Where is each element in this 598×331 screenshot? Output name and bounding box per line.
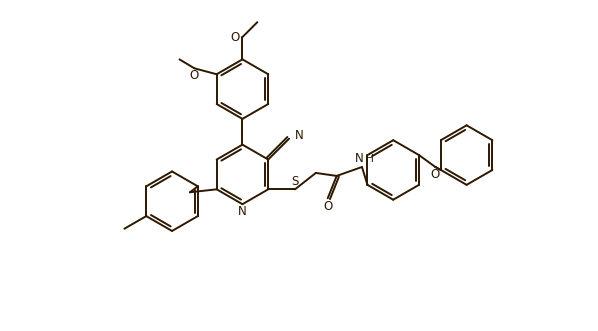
Text: N: N — [355, 152, 364, 165]
Text: O: O — [323, 200, 332, 213]
Text: O: O — [431, 168, 440, 181]
Text: S: S — [291, 175, 298, 188]
Text: H: H — [367, 154, 374, 164]
Text: O: O — [231, 30, 240, 44]
Text: N: N — [295, 129, 304, 142]
Text: O: O — [190, 69, 199, 82]
Text: N: N — [238, 206, 247, 218]
